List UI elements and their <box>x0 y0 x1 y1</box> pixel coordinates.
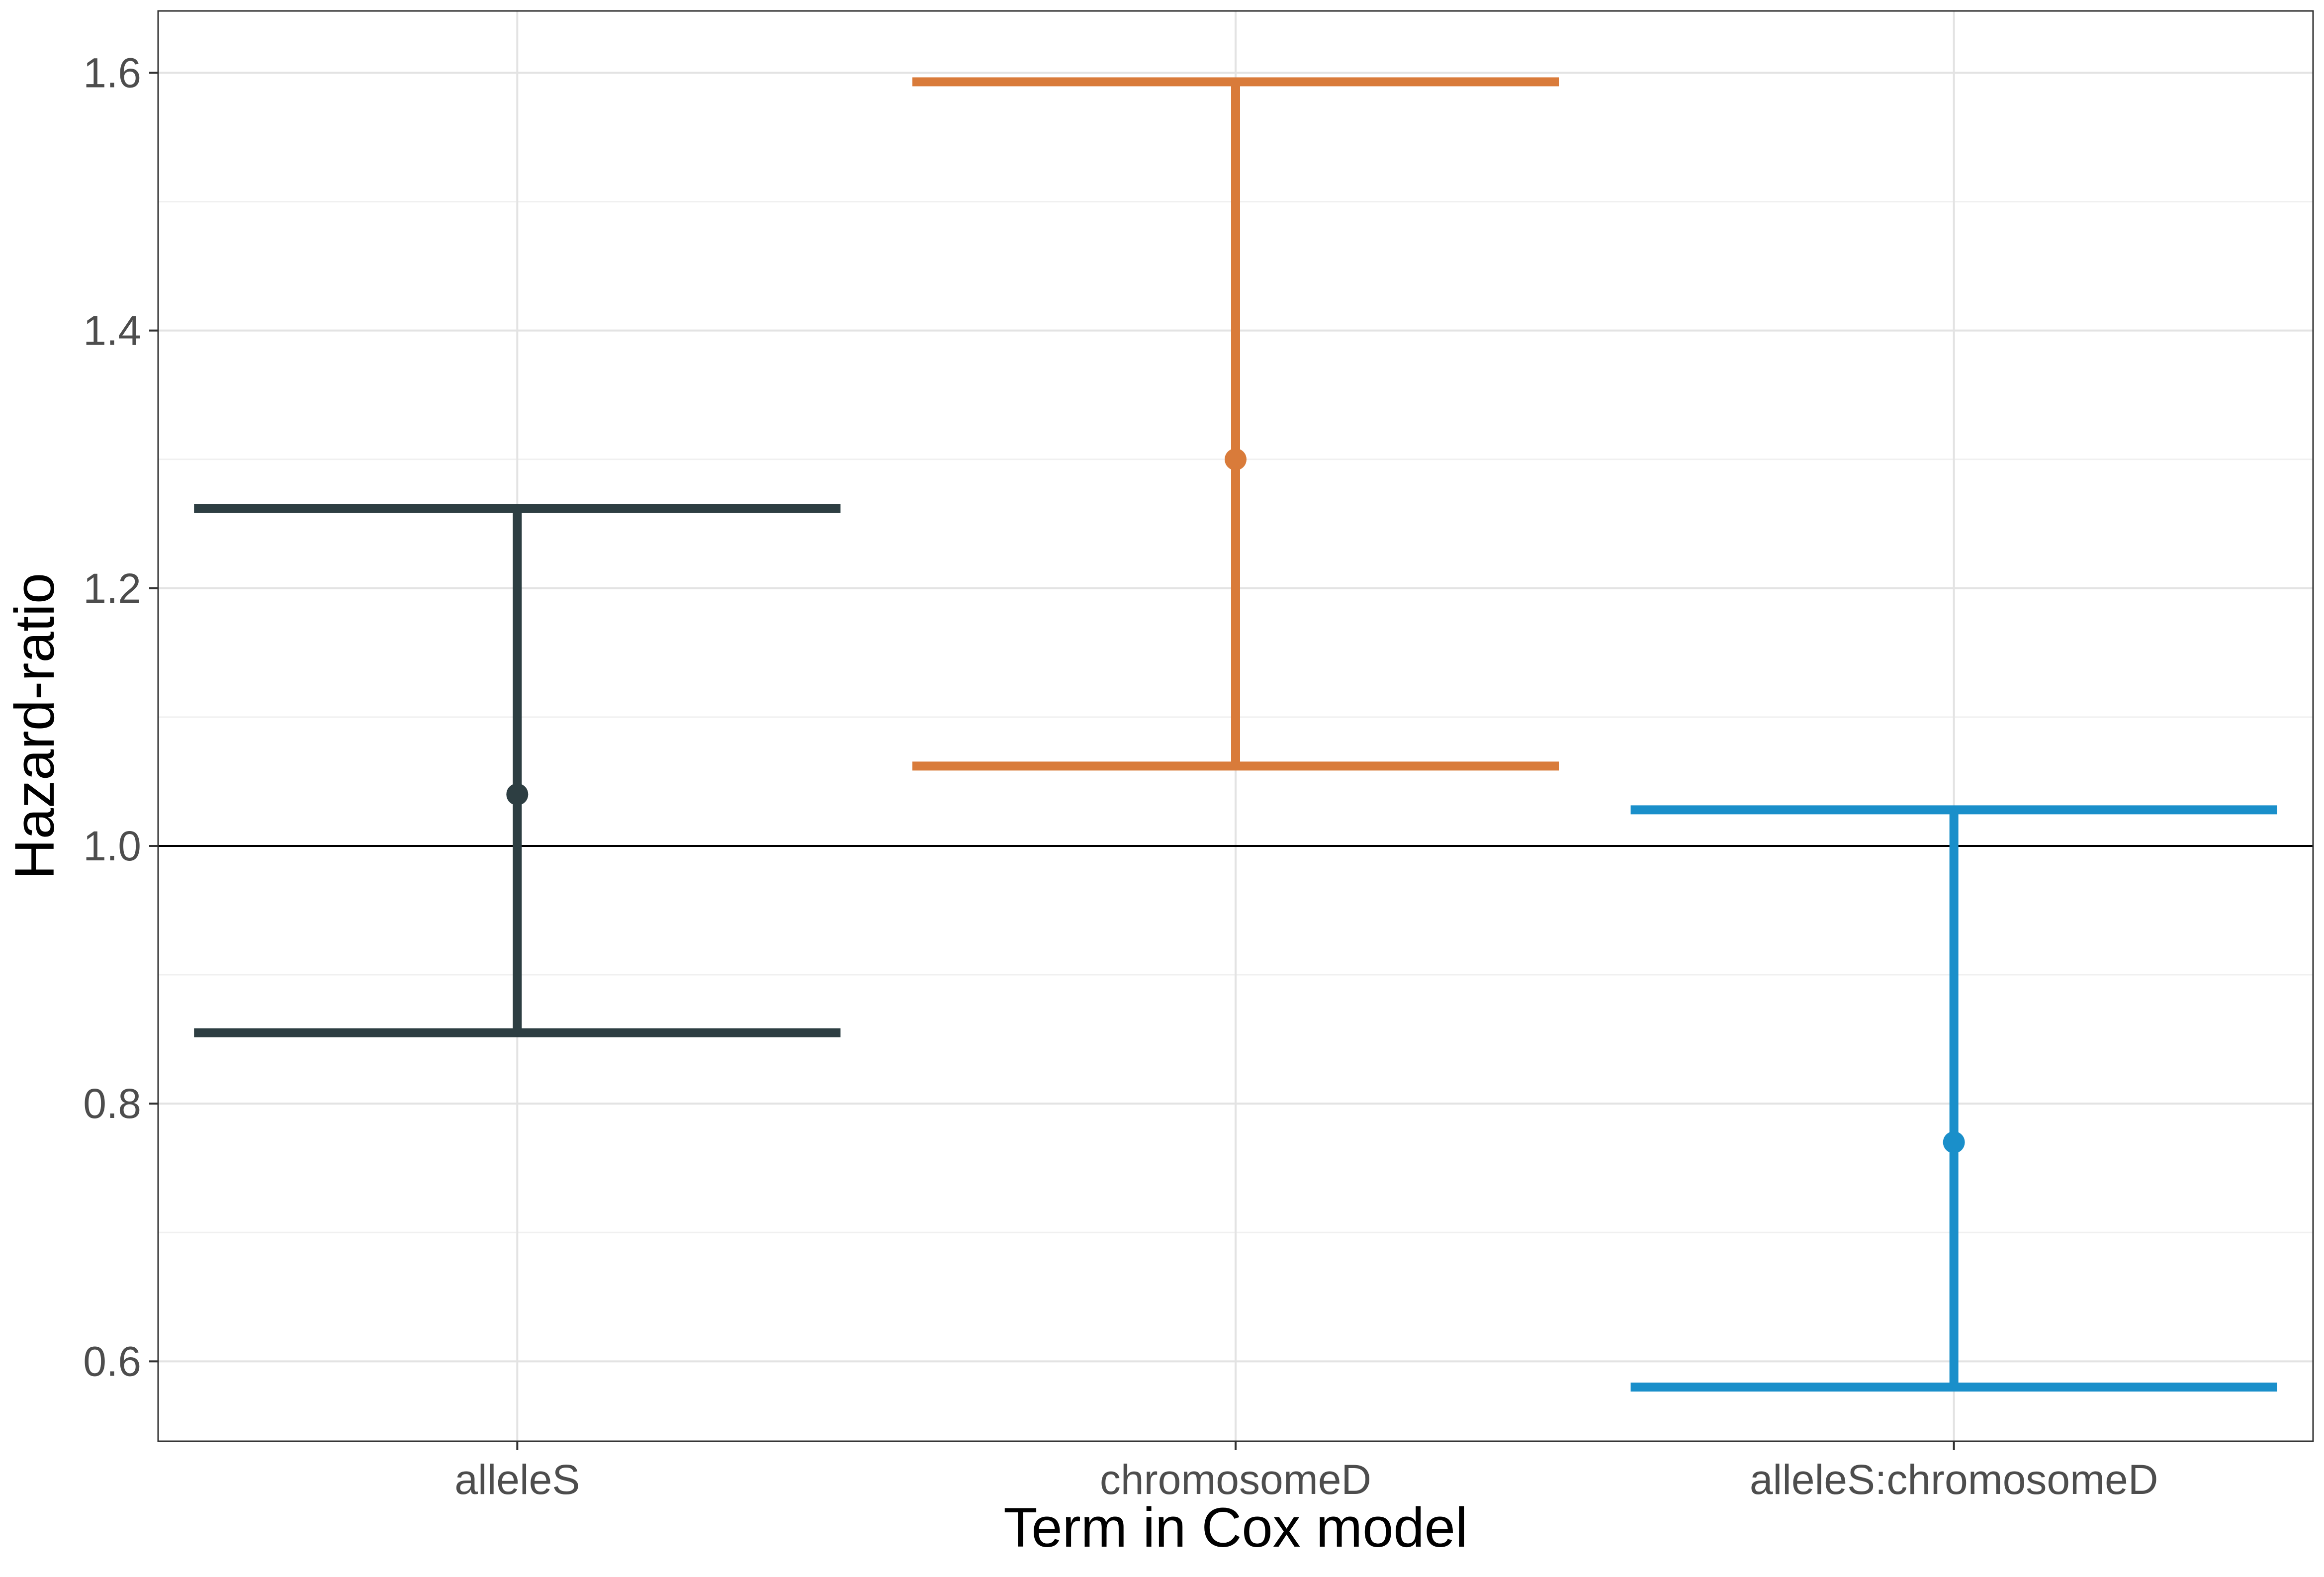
y-tick-label: 1.4 <box>83 307 141 354</box>
errorbar-chromosomeD <box>912 77 1559 771</box>
y-tick-label: 1.2 <box>83 565 141 612</box>
x-axis-title: Term in Cox model <box>1003 1496 1468 1559</box>
estimate-point <box>1225 448 1247 470</box>
y-tick-label: 1.6 <box>83 49 141 96</box>
estimate-point <box>1943 1131 1965 1153</box>
errorbar-alleleS <box>194 504 841 1037</box>
x-tick-label: alleleS <box>454 1456 580 1503</box>
y-axis-title: Hazard-ratio <box>3 573 66 879</box>
x-axis: alleleS chromosomeD alleleS:chromosomeD <box>454 1441 2158 1503</box>
marks-layer <box>194 77 2277 1392</box>
y-tick-label: 0.6 <box>83 1338 141 1385</box>
estimate-point <box>506 783 529 806</box>
y-axis: 0.6 0.8 1.0 1.2 1.4 1.6 <box>83 49 158 1385</box>
x-tick-label: chromosomeD <box>1100 1456 1371 1503</box>
x-tick-label: alleleS:chromosomeD <box>1750 1456 2158 1503</box>
y-tick-label: 1.0 <box>83 823 141 869</box>
errorbar-alleleS-chromosomeD <box>1630 805 2277 1392</box>
y-tick-label: 0.8 <box>83 1080 141 1127</box>
